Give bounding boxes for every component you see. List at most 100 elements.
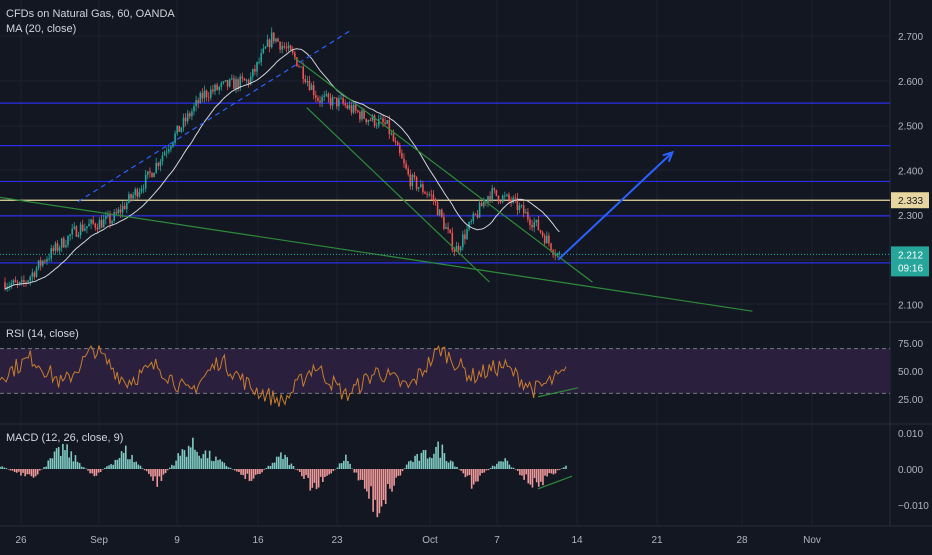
candle-body	[319, 100, 321, 103]
macd-bar	[414, 455, 416, 469]
macd-bar	[401, 469, 404, 472]
candle-body	[365, 118, 367, 123]
macd-bar	[506, 460, 509, 469]
candle-body	[128, 194, 130, 203]
macd-bar	[454, 466, 456, 469]
time-axis: 26 Sep 9 16 23 Oct 7 14 21 28 Nov	[15, 535, 820, 546]
candle-body	[462, 234, 464, 248]
candle-body	[525, 212, 527, 214]
macd-bar	[523, 469, 525, 480]
candle-body	[184, 117, 187, 122]
macd-bar	[531, 469, 534, 488]
macd-bar	[9, 469, 12, 471]
macd-bar	[286, 457, 288, 469]
candle-body	[33, 272, 36, 277]
macd-bar	[114, 459, 117, 469]
macd-bar	[254, 469, 257, 475]
candle-body	[285, 47, 288, 49]
candle-body	[375, 125, 378, 127]
candle-body	[411, 175, 414, 187]
macd-bar	[139, 465, 142, 469]
candle-body	[138, 191, 141, 197]
candle-body	[42, 260, 44, 266]
macd-bar	[91, 469, 94, 474]
macd-bar	[221, 461, 224, 469]
macd-bar	[477, 469, 479, 482]
candle-body	[405, 163, 407, 169]
time-axis-label: 9	[174, 535, 180, 546]
macd-bar	[246, 469, 249, 474]
candle-body	[243, 78, 246, 81]
macd-bar	[45, 466, 47, 469]
macd-bar	[351, 468, 353, 470]
macd-bar	[481, 469, 483, 474]
macd-bar	[565, 465, 567, 469]
candle-body	[126, 202, 128, 210]
candle-body	[105, 216, 107, 220]
candle-body	[378, 118, 380, 126]
candle-body	[455, 245, 458, 252]
time-axis-label: Oct	[422, 535, 438, 546]
macd-bar	[248, 469, 251, 482]
candle-body	[510, 199, 512, 203]
macd-bar	[349, 463, 351, 469]
candle-body	[16, 282, 19, 284]
macd-bar	[410, 460, 412, 469]
macd-bar	[68, 457, 70, 469]
candle-body	[413, 175, 416, 178]
macd-bar	[129, 459, 131, 469]
time-axis-label: 28	[736, 535, 748, 546]
macd-bar	[496, 463, 498, 469]
macd-bar	[504, 458, 507, 469]
macd-bar	[104, 467, 106, 469]
macd-bar	[447, 462, 450, 469]
macd-bar	[175, 460, 177, 469]
candle-body	[539, 230, 542, 233]
candle-body	[147, 171, 149, 175]
candle-body	[277, 38, 279, 42]
macd-bar	[508, 464, 511, 469]
macd-bar	[416, 453, 418, 469]
candle-body	[218, 86, 220, 90]
macd-bar	[213, 461, 215, 469]
candle-body	[289, 45, 292, 50]
macd-bar	[372, 469, 374, 512]
macd-legend: MACD (12, 26, close, 9)	[6, 432, 124, 444]
candle-body	[451, 232, 454, 250]
macd-bar	[181, 449, 184, 469]
macd-bar	[137, 464, 140, 469]
candle-body	[520, 205, 523, 207]
macd-bar	[483, 469, 486, 473]
candle-body	[207, 97, 210, 98]
projection-arrow-line	[557, 151, 674, 261]
candle-body	[312, 85, 315, 96]
macd-bar	[399, 469, 402, 476]
candle-body	[189, 113, 191, 117]
macd-bar	[380, 469, 383, 507]
candle-body	[340, 98, 342, 100]
macd-bar	[535, 469, 538, 483]
candle-body	[100, 219, 103, 228]
candle-body	[96, 227, 99, 230]
macd-bar	[485, 469, 488, 471]
candle-body	[310, 85, 313, 90]
macd-bar	[544, 469, 546, 476]
candle-body	[31, 272, 34, 277]
candle-body	[449, 229, 451, 233]
candle-body	[361, 110, 363, 120]
candle-body	[168, 149, 170, 152]
macd-bar	[433, 453, 435, 469]
macd-bar	[118, 458, 121, 469]
macd-bar	[445, 461, 448, 469]
macd-bar	[537, 469, 540, 487]
candle-body	[363, 110, 365, 119]
candle-body	[132, 194, 134, 199]
candle-body	[155, 162, 157, 173]
macd-bar	[336, 467, 339, 469]
macd-bar	[101, 469, 104, 470]
candle-body	[216, 84, 218, 90]
candle-body	[543, 235, 546, 244]
macd-bar	[166, 469, 169, 471]
